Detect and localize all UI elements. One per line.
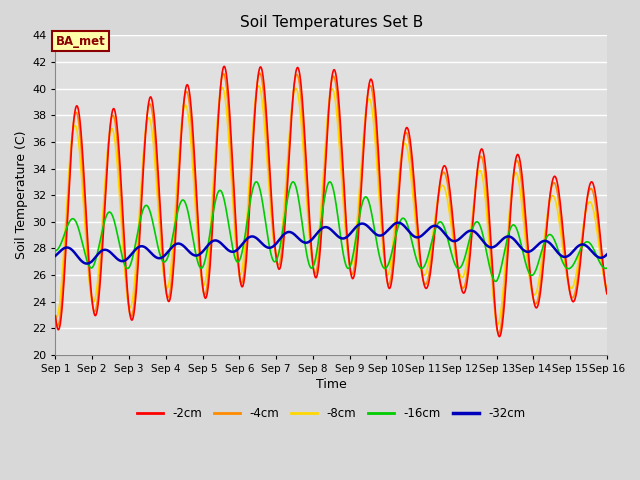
X-axis label: Time: Time bbox=[316, 378, 347, 391]
Text: BA_met: BA_met bbox=[56, 35, 105, 48]
Y-axis label: Soil Temperature (C): Soil Temperature (C) bbox=[15, 131, 28, 259]
Title: Soil Temperatures Set B: Soil Temperatures Set B bbox=[239, 15, 423, 30]
Legend: -2cm, -4cm, -8cm, -16cm, -32cm: -2cm, -4cm, -8cm, -16cm, -32cm bbox=[132, 402, 530, 425]
